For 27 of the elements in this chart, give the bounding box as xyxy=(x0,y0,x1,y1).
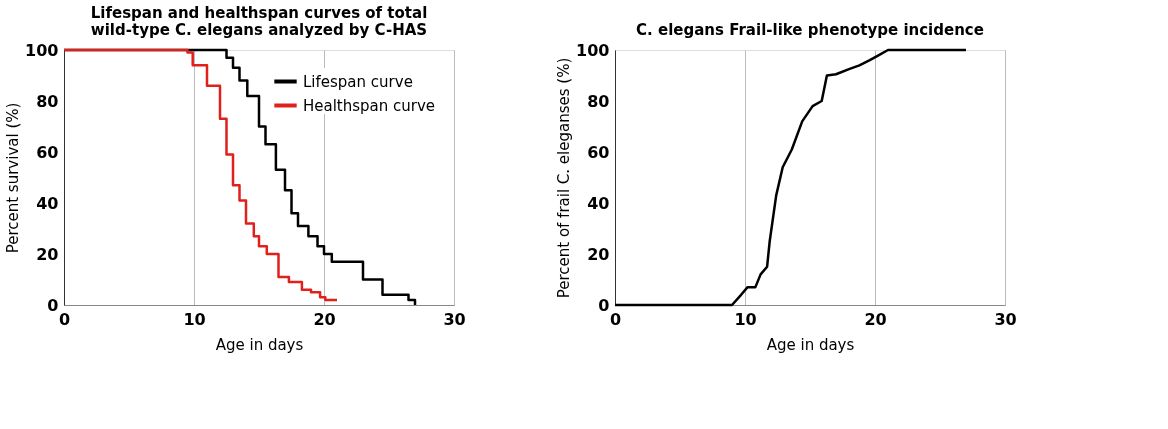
x-tick-label: 30 xyxy=(994,309,1017,329)
y-tick-label: 100 xyxy=(576,40,610,60)
y-axis-title: Percent survival (%) xyxy=(4,102,23,254)
chart-title: Lifespan and healthspan curves of total wild-type C. elegans analyzed by C-HAS xyxy=(90,4,428,39)
y-axis-title: Percent of frail C. eleganses (%) xyxy=(555,57,574,299)
chart-title: C. elegans Frail-like phenotype incidence xyxy=(636,21,984,39)
y-tick-label: 60 xyxy=(587,142,610,162)
y-tick-label: 60 xyxy=(36,142,59,162)
y-tick-label: 20 xyxy=(587,244,610,264)
y-tick-label: 0 xyxy=(47,295,59,315)
x-tick-label: 20 xyxy=(313,309,336,329)
y-tick-label: 80 xyxy=(36,91,59,111)
y-tick-label: 20 xyxy=(36,244,59,264)
y-tick-label: 40 xyxy=(587,193,610,213)
legend-label: Healthspan curve xyxy=(303,96,436,115)
line-series xyxy=(613,48,968,307)
x-axis-title: Age in days xyxy=(215,335,304,354)
x-tick-label: 10 xyxy=(734,309,757,329)
y-tick-label: 0 xyxy=(598,295,610,315)
x-tick-label: 30 xyxy=(443,309,466,329)
y-tick-label: 100 xyxy=(25,40,59,60)
x-tick-label: 20 xyxy=(864,309,887,329)
y-tick-label: 40 xyxy=(36,193,59,213)
x-tick-label: 10 xyxy=(183,309,206,329)
y-tick-label: 80 xyxy=(587,91,610,111)
x-axis-title: Age in days xyxy=(766,335,855,354)
legend-label: Lifespan curve xyxy=(303,72,413,91)
